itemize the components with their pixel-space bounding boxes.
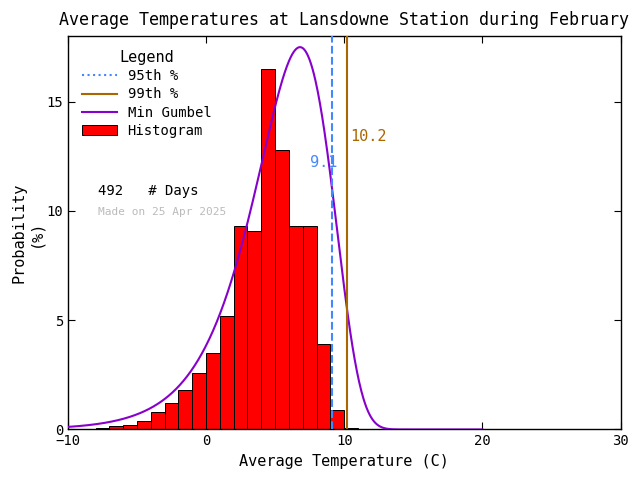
Bar <box>206 353 220 430</box>
Bar <box>137 421 151 430</box>
Bar <box>261 69 275 430</box>
Bar <box>192 372 206 430</box>
Bar <box>151 412 164 430</box>
Bar <box>344 428 358 430</box>
Bar <box>275 150 289 430</box>
Text: 10.2: 10.2 <box>351 129 387 144</box>
Bar <box>164 403 179 430</box>
Bar <box>220 316 234 430</box>
Bar <box>303 226 317 430</box>
Text: Made on 25 Apr 2025: Made on 25 Apr 2025 <box>99 207 227 217</box>
Bar <box>289 226 303 430</box>
Bar <box>317 344 330 430</box>
Text: 9.1: 9.1 <box>310 156 337 170</box>
Bar <box>109 426 123 430</box>
Y-axis label: Probability
(%): Probability (%) <box>11 183 44 283</box>
Bar <box>330 410 344 430</box>
Bar <box>123 425 137 430</box>
Bar <box>248 231 261 430</box>
Bar <box>234 226 248 430</box>
Bar <box>95 428 109 430</box>
X-axis label: Average Temperature (C): Average Temperature (C) <box>239 454 449 469</box>
Title: Average Temperatures at Lansdowne Station during February: Average Temperatures at Lansdowne Statio… <box>60 11 629 29</box>
Legend: 95th %, 99th %, Min Gumbel, Histogram: 95th %, 99th %, Min Gumbel, Histogram <box>75 43 218 145</box>
Bar <box>179 390 192 430</box>
Text: 492   # Days: 492 # Days <box>99 184 199 199</box>
